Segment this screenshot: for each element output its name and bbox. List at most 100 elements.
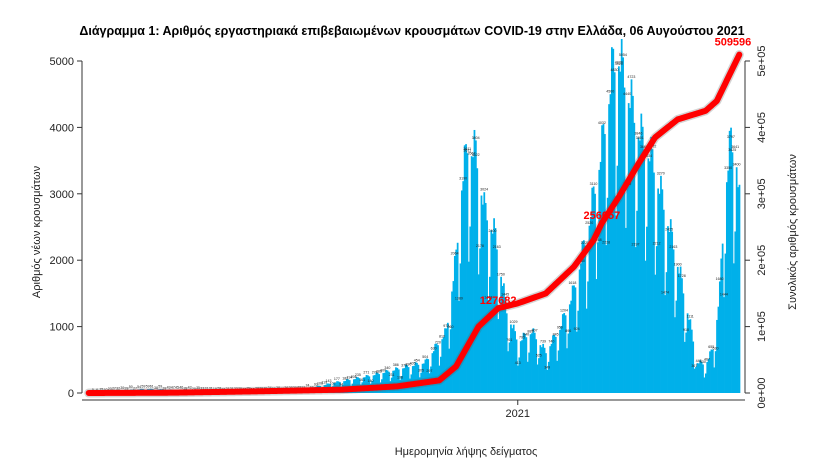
daily-cases-bar — [581, 241, 584, 393]
daily-cases-bar — [718, 281, 721, 393]
daily-cases-bar — [489, 276, 491, 393]
bar-value-label: 655 — [708, 345, 714, 349]
daily-cases-bar — [731, 152, 734, 393]
bar-value-label: 2400 — [489, 229, 497, 233]
bar-value-label: 31 — [209, 386, 213, 390]
bar-value-label: 235 — [355, 373, 361, 377]
bar-value-label: 3270 — [657, 171, 665, 175]
bar-value-label: 1204 — [560, 309, 568, 313]
daily-cases-bar — [416, 362, 418, 393]
bar-value-label: 3804 — [472, 136, 480, 140]
daily-cases-bar — [442, 337, 445, 393]
daily-cases-bar — [395, 367, 397, 393]
bar-value-label: 270 — [372, 371, 378, 375]
left-y-axis-title: Αριθμός νέων κρουσμάτων — [31, 165, 43, 298]
daily-cases-bar — [512, 324, 515, 393]
daily-cases-bar — [364, 377, 366, 393]
daily-cases-bar — [547, 361, 550, 393]
daily-cases-bar — [535, 339, 538, 393]
daily-cases-bar — [644, 260, 647, 393]
bars-group — [89, 39, 741, 394]
daily-cases-bar — [633, 122, 636, 393]
daily-cases-bar — [683, 341, 686, 393]
daily-cases-bar — [469, 226, 472, 393]
daily-cases-bar — [445, 328, 448, 393]
bar-value-label: 739 — [540, 339, 546, 343]
cumulative-line-group — [84, 50, 744, 398]
daily-cases-bar — [654, 274, 657, 393]
daily-cases-bar — [594, 193, 596, 393]
daily-cases-bar — [431, 353, 434, 393]
left-y-tick-label: 1000 — [50, 322, 74, 334]
daily-cases-bar — [452, 281, 455, 393]
right-y-tick-label: 4e+05 — [756, 112, 768, 143]
daily-cases-bar — [690, 329, 693, 393]
daily-cases-bar — [608, 104, 610, 393]
daily-cases-bar — [459, 263, 462, 393]
daily-cases-bar — [598, 169, 601, 393]
daily-cases-bar — [385, 369, 388, 393]
daily-cases-bar — [591, 187, 594, 393]
daily-cases-bar — [674, 317, 676, 393]
daily-cases-bar — [662, 209, 665, 393]
bar-value-label: 375 — [401, 364, 407, 368]
bar-value-label: 367 — [691, 364, 697, 368]
daily-cases-bar — [503, 283, 505, 393]
bar-value-label: 119 — [321, 381, 327, 385]
daily-cases-bar — [538, 358, 540, 393]
bar-value-label: 1403 — [484, 295, 492, 299]
cumulative-cases-line — [85, 51, 743, 396]
bar-value-label: 4830 — [611, 68, 619, 72]
bar-value-label: 39 — [120, 386, 124, 390]
daily-cases-bar — [536, 364, 539, 393]
daily-cases-bar — [497, 319, 500, 393]
daily-cases-bar — [648, 161, 651, 393]
daily-cases-bar — [639, 140, 641, 393]
bar-value-label: 93 — [314, 382, 318, 386]
bar-value-label: 924 — [574, 327, 580, 331]
daily-cases-bar — [482, 204, 484, 393]
daily-cases-bar — [483, 192, 486, 393]
daily-cases-bar — [710, 349, 713, 393]
bar-value-label: 840 — [523, 333, 529, 337]
daily-cases-bar — [622, 57, 624, 393]
daily-cases-bar — [629, 108, 631, 393]
daily-cases-bar — [414, 362, 417, 393]
daily-cases-bar — [732, 263, 735, 393]
daily-cases-bar — [606, 197, 609, 393]
bar-value-label: 349 — [544, 365, 550, 369]
bar-value-label: 177 — [334, 377, 340, 381]
daily-cases-bar — [646, 226, 648, 393]
daily-cases-bar — [681, 278, 683, 393]
daily-cases-bar — [462, 181, 465, 393]
daily-cases-bar — [566, 348, 568, 393]
daily-cases-bar — [640, 113, 643, 394]
daily-cases-bar — [435, 343, 438, 393]
peak-value-label: 3797 — [727, 135, 735, 139]
bar-value-label: 271 — [363, 371, 369, 375]
daily-cases-bar — [421, 363, 424, 393]
daily-cases-bar — [556, 360, 559, 393]
daily-cases-bar — [545, 353, 547, 393]
daily-cases-bar — [584, 245, 587, 393]
daily-cases-bar — [553, 334, 556, 393]
daily-cases-bar — [467, 261, 470, 393]
daily-cases-bar — [738, 184, 741, 393]
daily-cases-bar — [655, 246, 658, 393]
daily-cases-bar — [616, 165, 619, 393]
bar-value-label: 50 — [129, 385, 133, 389]
cumulative-total-annotation: 127682 — [480, 295, 517, 307]
bar-value-label: 106 — [317, 381, 323, 385]
bar-value-label: 740 — [548, 339, 554, 343]
daily-cases-bar — [378, 374, 380, 393]
bar-value-label: 300 — [380, 369, 386, 373]
daily-cases-bar — [393, 370, 396, 393]
bar-value-label: 206 — [351, 375, 357, 379]
daily-cases-bar — [688, 319, 690, 393]
daily-cases-bar — [463, 145, 466, 393]
daily-cases-bar — [573, 285, 575, 393]
daily-cases-bar — [514, 331, 516, 393]
daily-cases-bar — [657, 188, 660, 393]
cumulative-total-annotation: 509596 — [715, 37, 752, 49]
bar-value-label: 54 — [137, 385, 141, 389]
